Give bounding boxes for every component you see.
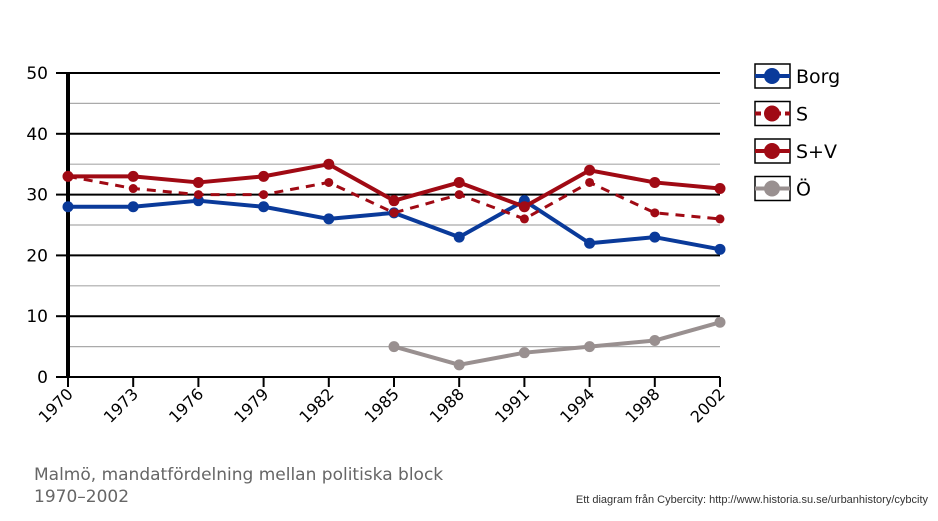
credit-link[interactable]: Ett diagram från Cybercity: http://www.h…	[575, 494, 928, 506]
data-point	[649, 335, 661, 347]
data-point	[127, 201, 139, 213]
legend-item: S	[754, 100, 808, 127]
y-tick-label: 0	[37, 368, 48, 388]
data-point	[388, 341, 400, 353]
data-point	[128, 184, 138, 194]
data-point	[714, 243, 726, 255]
data-point	[714, 183, 726, 195]
data-point	[584, 341, 596, 353]
y-tick-label: 10	[26, 307, 48, 327]
x-tick-label: 1976	[165, 384, 207, 426]
legend-label: Ö	[796, 178, 811, 201]
data-point	[649, 231, 661, 243]
data-point	[62, 170, 74, 182]
series-line	[393, 320, 721, 367]
x-tick-label: 1985	[361, 384, 403, 426]
data-point	[453, 359, 465, 371]
data-point	[323, 158, 335, 170]
legend-marker	[764, 180, 780, 197]
data-point	[453, 176, 465, 188]
data-point	[324, 177, 334, 187]
x-tick-label: 1970	[35, 384, 77, 426]
x-tick-label: 2002	[687, 384, 729, 426]
data-point	[193, 190, 203, 200]
chart-caption: Malmö, mandatfördelning mellan politiska…	[34, 465, 444, 507]
legend-label: Borg	[796, 66, 840, 88]
x-tick-label: 1988	[426, 384, 468, 426]
y-tick-label: 20	[26, 246, 48, 266]
data-point	[715, 214, 725, 224]
legend-item: S+V	[754, 138, 837, 164]
data-point	[62, 201, 74, 213]
x-tick-label: 1998	[621, 384, 663, 426]
y-tick-label: 50	[26, 64, 48, 84]
data-point	[584, 164, 596, 176]
legend-marker	[764, 143, 780, 159]
data-point	[258, 201, 270, 213]
x-tick-label: 1991	[491, 384, 533, 426]
legend-item: Borg	[754, 63, 840, 89]
data-point	[650, 208, 660, 218]
series-Ö	[388, 316, 726, 371]
data-point	[518, 347, 530, 359]
data-point	[585, 177, 595, 187]
legend-marker	[764, 105, 780, 122]
data-point	[192, 176, 204, 188]
legend-item: Ö	[754, 175, 811, 202]
data-point	[649, 176, 661, 188]
data-point	[127, 170, 139, 182]
x-tick-label: 1973	[100, 384, 142, 426]
x-tick-label: 1979	[230, 384, 272, 426]
data-point	[519, 214, 529, 224]
data-point	[388, 195, 400, 207]
x-tick-label: 1994	[556, 384, 598, 426]
y-tick-label: 40	[26, 125, 48, 145]
series-S+V	[62, 158, 726, 213]
legend-label: S+V	[796, 141, 837, 163]
data-point	[714, 316, 726, 328]
data-point	[584, 237, 596, 249]
legend-label: S	[796, 104, 808, 126]
legend-marker	[764, 68, 780, 84]
data-point	[454, 190, 464, 200]
data-point	[389, 208, 399, 218]
y-tick-label: 30	[26, 186, 48, 206]
data-point	[518, 201, 530, 213]
data-point	[323, 213, 335, 225]
x-tick-label: 1982	[295, 384, 337, 426]
data-point	[453, 231, 465, 243]
data-point	[259, 190, 269, 200]
series-S	[63, 171, 725, 224]
data-point	[258, 170, 270, 182]
